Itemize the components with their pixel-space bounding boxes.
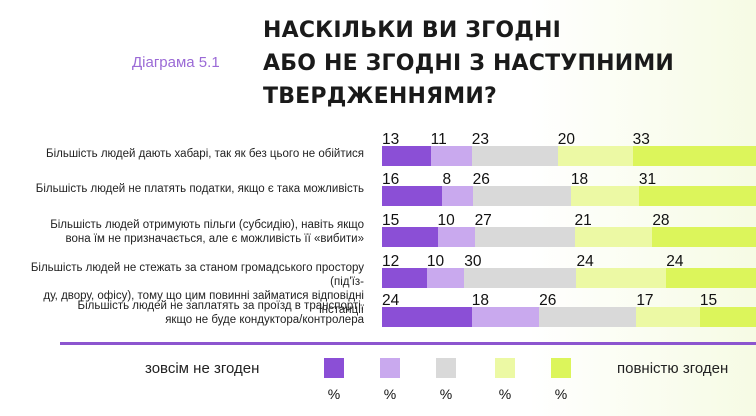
legend-unit: % [439,386,453,402]
legend-right-label: повністю згоден [617,360,729,377]
data-label: 24 [382,292,400,309]
legend-unit: % [498,386,512,402]
chart-title: НАСКІЛЬКИ ВИ ЗГОДНІ АБО НЕ ЗГОДНІ З НАСТ… [263,14,743,113]
data-label: 16 [382,171,400,188]
row-label: Більшість людей не заплатять за проїзд в… [24,299,364,327]
row-label: Більшість людей дають хабарі, так як без… [24,147,364,161]
data-label: 21 [574,212,592,229]
row-label-line: Більшість людей не стежать за станом гро… [30,262,364,288]
bar-segment [636,307,700,327]
legend-swatch [436,358,456,378]
data-label: 33 [632,131,650,148]
bar-segment [471,307,540,327]
legend-swatch [324,358,344,378]
bar-segment [574,227,653,247]
data-label: 10 [437,212,455,229]
data-label: 23 [471,131,489,148]
bar-segment [382,146,431,166]
chart-subtitle: Діаграма 5.1 [132,54,220,71]
bar-segment [382,186,443,206]
data-label: 30 [464,253,482,270]
bar-segment [442,186,473,206]
bar-segment [464,268,577,288]
bar-segment [632,146,756,166]
row-label: Більшість людей отримують пільги (субсид… [24,218,364,246]
row-label-line: ду, двору, офісу), тому що цим повинні з… [43,290,364,316]
data-label: 13 [382,131,400,148]
row-label: Більшість людей не стежать за станом гро… [24,261,364,317]
bar-segment [471,146,558,166]
row-label-line: Більшість людей не платять податки, якщо… [35,183,364,195]
title-line: ТВЕРДЖЕННЯМИ? [263,84,497,109]
data-label: 18 [570,171,589,188]
data-label: 18 [471,292,489,309]
row-label-line: Більшість людей дають хабарі, так як без… [46,148,364,160]
bar-segment [699,307,756,327]
legend-swatch [495,358,515,378]
data-label: 15 [699,292,718,309]
title-line: НАСКІЛЬКИ ВИ ЗГОДНІ [263,18,562,43]
bar-segment [472,186,571,206]
legend-unit: % [327,386,341,402]
data-label: 11 [430,131,447,148]
bar-segment [430,146,472,166]
data-label: 20 [557,131,576,148]
bar-segment [652,227,756,247]
row-label-line: якщо не буде кондуктора/контролера [165,314,364,326]
row-label: Більшість людей не платять податки, якщо… [24,182,364,196]
bar-segment [437,227,475,247]
divider [60,342,756,345]
data-label: 26 [472,171,490,188]
data-label: 8 [442,171,452,188]
bar-segment [576,268,667,288]
data-label: 31 [638,171,657,188]
data-label: 28 [652,212,670,229]
data-label: 24 [576,253,594,270]
data-label: 10 [426,253,445,270]
legend-unit: % [383,386,397,402]
bar-segment [539,307,637,327]
legend-left-label: зовсім не згоден [145,360,260,377]
legend-swatch [551,358,571,378]
bar-segment [570,186,639,206]
bar-segment [666,268,756,288]
legend-swatch [380,358,400,378]
data-label: 26 [539,292,557,309]
bar-segment [382,268,427,288]
bar-segment [382,307,472,327]
row-label-line: Більшість людей отримують пільги (субсид… [50,219,364,231]
bar-segment [638,186,756,206]
bar-segment [557,146,633,166]
bar-segment [382,227,438,247]
data-label: 12 [382,253,400,270]
legend-unit: % [554,386,568,402]
data-label: 17 [636,292,654,309]
bar-segment [474,227,575,247]
data-label: 15 [382,212,400,229]
bar-segment [426,268,465,288]
row-label-line: Більшість людей не заплатять за проїзд в… [77,300,364,312]
title-line: АБО НЕ ЗГОДНІ З НАСТУПНИМИ [263,51,675,76]
row-label-line: вона їм не призначається, але є можливіс… [65,233,365,245]
data-label: 27 [474,212,492,229]
data-label: 24 [666,253,684,270]
